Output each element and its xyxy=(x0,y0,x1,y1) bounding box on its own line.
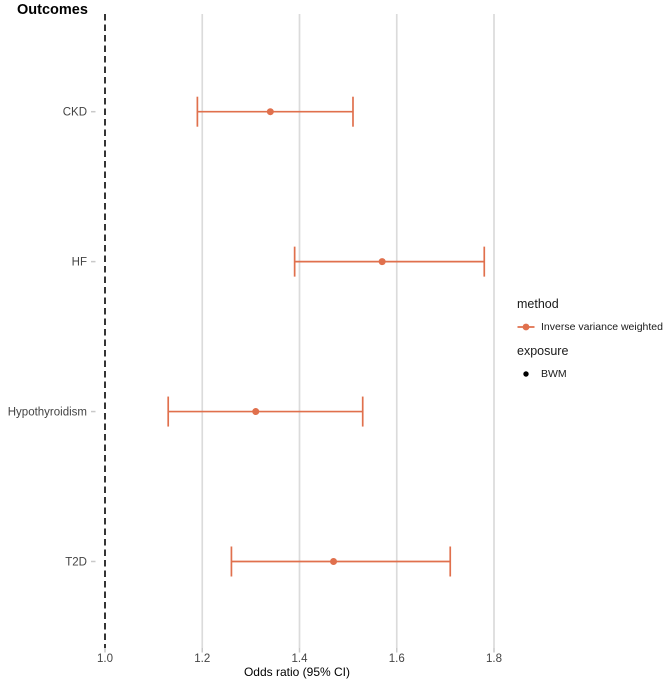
legend-method-title: method xyxy=(517,297,559,311)
legend-item-method-ivw: Inverse variance weighted xyxy=(517,318,669,335)
errorbar-hf xyxy=(293,246,486,277)
legend-item-label: Inverse variance weighted xyxy=(541,320,663,333)
point-estimate xyxy=(378,258,386,266)
y-axis-label-ckd: CKD xyxy=(63,107,87,119)
x-axis-tick-label: 1.2 xyxy=(194,653,210,665)
x-axis-tick-label: 1.4 xyxy=(292,653,309,665)
y-axis-label-hypothyroidism: Hypothyroidism xyxy=(8,407,87,419)
chart-title: Outcomes xyxy=(17,2,88,18)
axis-ticks xyxy=(91,110,495,653)
legend: method Inverse variance weighted exposur… xyxy=(517,297,669,388)
x-axis-tick-label: 1.8 xyxy=(486,653,502,665)
x-axis-title: Odds ratio (95% CI) xyxy=(244,665,350,679)
axis-labels-layer: 1.0 1.2 1.4 1.6 1.8 CKD HF Hypothyroidism T2D xyxy=(8,107,502,665)
y-axis-label-hf: HF xyxy=(72,257,87,269)
x-axis-tick-label: 1.0 xyxy=(97,653,113,665)
x-axis-tick-label: 1.6 xyxy=(389,653,405,665)
errorbar-t2d xyxy=(230,546,452,577)
gridlines xyxy=(201,14,495,648)
error-bars-layer xyxy=(167,96,486,577)
legend-item-exposure-bwm: BWM xyxy=(517,365,669,382)
point-estimate xyxy=(252,408,260,416)
y-axis-label-t2d: T2D xyxy=(65,556,87,568)
errorbar-point-icon xyxy=(517,323,535,330)
point-estimate xyxy=(266,108,274,116)
legend-exposure-title: exposure xyxy=(517,344,569,358)
point-estimate xyxy=(330,557,338,565)
legend-item-label: BWM xyxy=(541,367,567,380)
point-icon xyxy=(523,370,529,377)
errorbar-ckd xyxy=(196,96,354,127)
errorbar-hypothyroidism xyxy=(167,396,364,427)
